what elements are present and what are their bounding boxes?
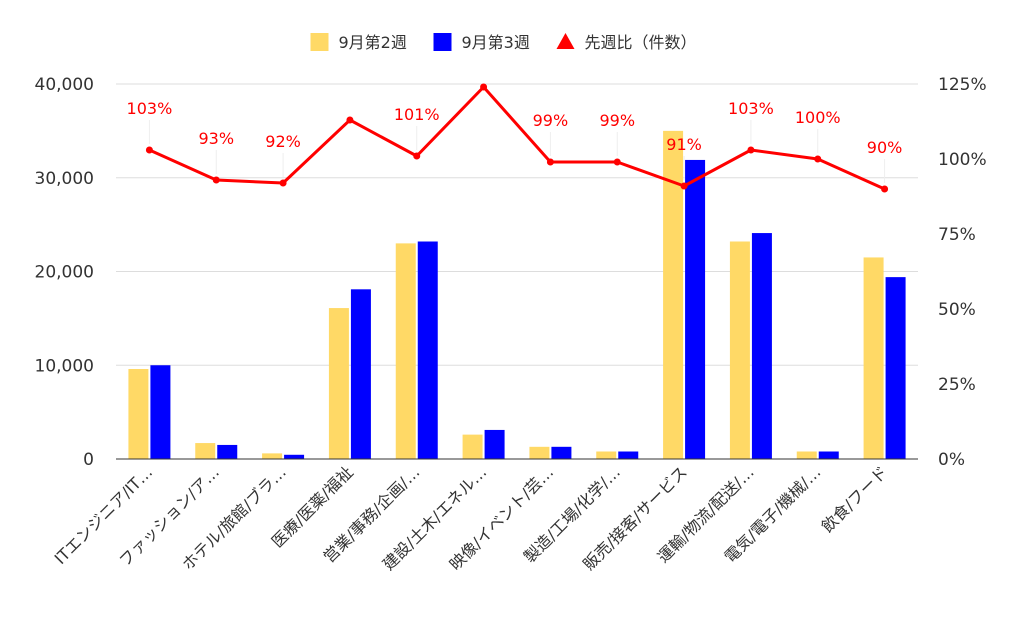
bar (128, 369, 149, 459)
y-left-tick-label: 30,000 (35, 169, 94, 189)
bar (818, 451, 839, 459)
y-right-tick-label: 0% (938, 450, 965, 470)
series-line (148, 85, 886, 191)
bar (417, 241, 438, 459)
bar (262, 453, 283, 459)
bar (885, 277, 906, 459)
y-right-tick-label: 125% (938, 75, 987, 95)
bar (796, 451, 817, 459)
line-point (480, 83, 488, 91)
data-label: 100% (795, 108, 841, 127)
bar (217, 444, 238, 459)
bar (462, 434, 483, 459)
line-point (212, 176, 220, 184)
bar (395, 243, 416, 459)
data-label: 92% (265, 132, 301, 151)
legend-swatch (310, 33, 329, 51)
line-point (346, 116, 354, 124)
data-label: 101% (394, 105, 440, 124)
legend-item: 9月第3週 (433, 33, 530, 52)
y-right-tick-label: 25% (938, 375, 976, 395)
line-point (814, 155, 822, 163)
data-labels: 103% 93% 92% 101% 99% 99% 91% 103% 100% 90% (127, 99, 903, 183)
line-point (413, 152, 421, 160)
bar (195, 443, 216, 459)
bar (596, 451, 617, 459)
axes: 0 10,000 20,000 30,000 40,000 0% 25% 50% 75% 100%… (35, 75, 987, 574)
legend-marker-triangle-icon (556, 33, 575, 49)
gridlines (116, 83, 918, 366)
data-label: 93% (198, 129, 234, 148)
line-point (145, 146, 153, 154)
data-label: 99% (533, 111, 569, 130)
bar (618, 451, 639, 459)
bar (328, 308, 349, 459)
bar (284, 454, 305, 459)
legend-label: 9月第2週 (339, 33, 407, 52)
data-label: 99% (599, 111, 635, 130)
line-point (747, 146, 755, 154)
y-right-tick-label: 50% (938, 300, 976, 320)
bar (729, 241, 750, 459)
legend-item: 9月第2週 (310, 33, 407, 52)
y-left-tick-label: 20,000 (35, 263, 94, 283)
bar (150, 365, 171, 459)
y-left-tick-label: 40,000 (35, 75, 94, 95)
bar (663, 130, 684, 459)
line-point (546, 158, 554, 166)
bar (551, 446, 572, 459)
line-point (680, 182, 688, 190)
bar (529, 446, 550, 459)
y-left-tick-label: 10,000 (35, 356, 94, 376)
data-label: 103% (127, 99, 173, 118)
bar (751, 233, 772, 459)
bar (685, 159, 706, 459)
data-label: 91% (666, 135, 702, 154)
data-label: 103% (728, 99, 774, 118)
bar (350, 289, 371, 459)
line-point (279, 179, 287, 187)
legend-item: 先週比（件数） (556, 33, 697, 52)
y-right-tick-label: 100% (938, 150, 987, 170)
legend-label: 先週比（件数） (585, 33, 697, 52)
line-point (881, 185, 889, 193)
legend: 9月第2週 9月第3週 先週比（件数） (310, 33, 697, 52)
y-left-tick-label: 0 (83, 450, 94, 470)
data-label: 90% (867, 138, 903, 157)
bar-series (128, 130, 906, 459)
y-right-tick-label: 75% (938, 225, 976, 245)
line-series (145, 83, 889, 193)
legend-label: 9月第3週 (462, 33, 530, 52)
bar (863, 257, 884, 459)
x-tick-label: 飲食/フード (818, 462, 892, 536)
legend-swatch (433, 33, 452, 51)
line-point (613, 158, 621, 166)
bar (484, 429, 505, 459)
